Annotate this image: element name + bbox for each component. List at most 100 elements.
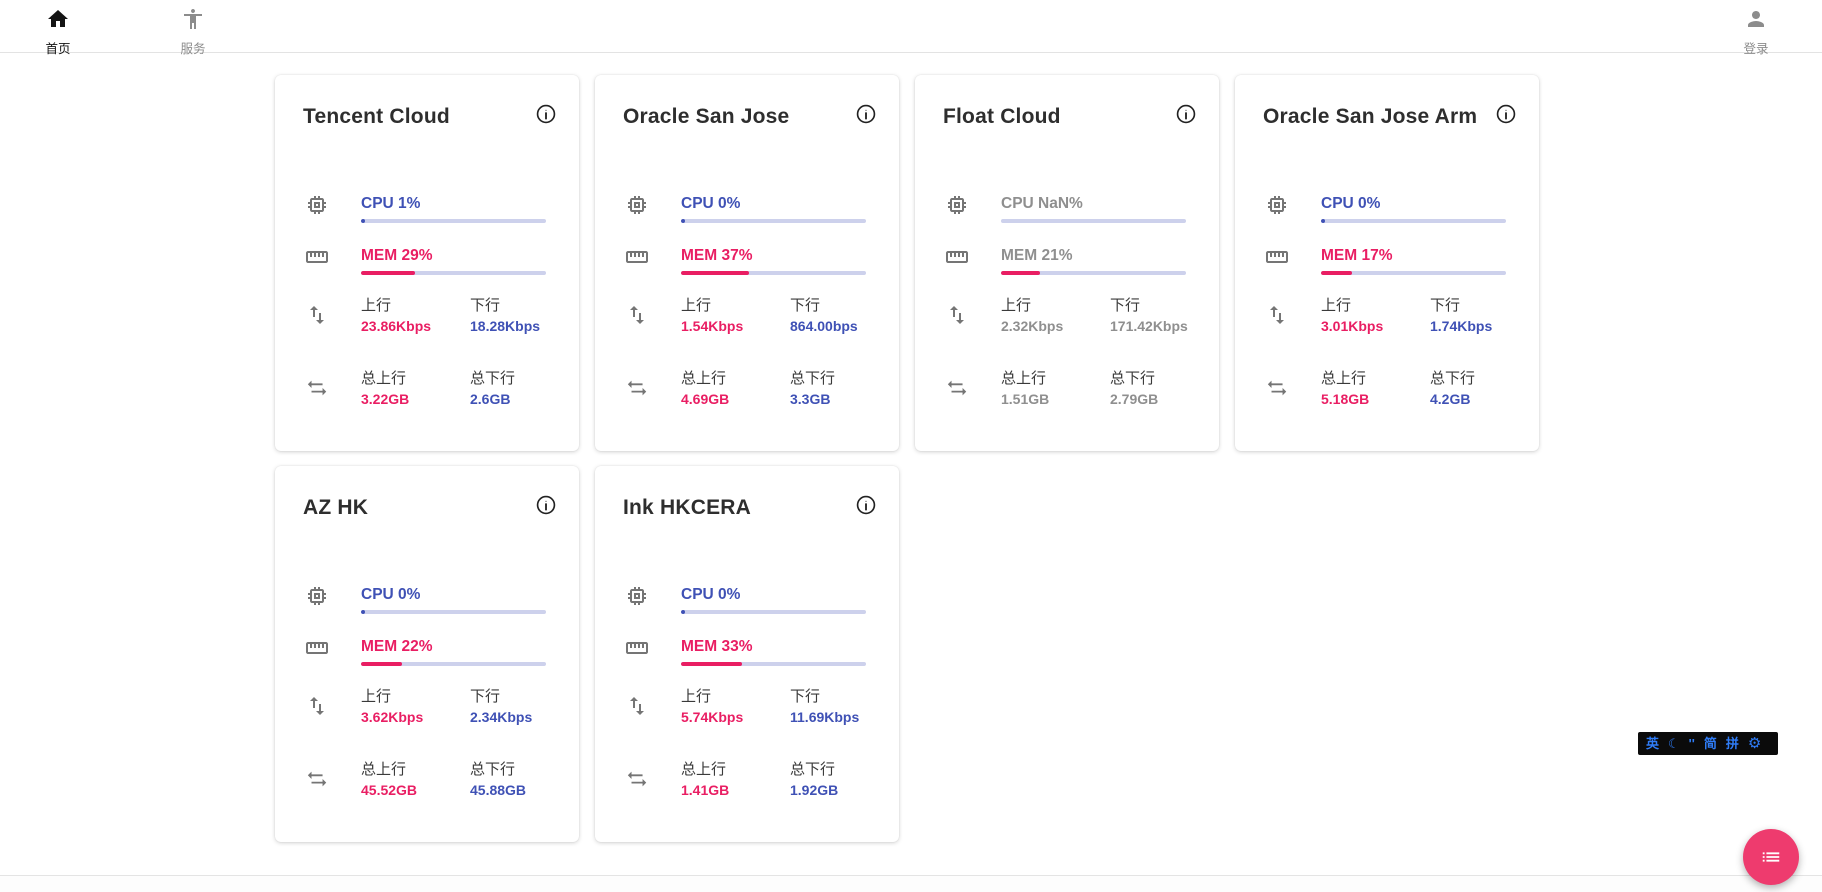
cpu-progress-bar [361,610,546,614]
network-total-row: 总上行 5.18GB 总下行 4.2GB [1265,368,1506,410]
cpu-row: CPU 0% [625,584,866,614]
swap-horizontal-icon [627,771,647,787]
ime-pinyin[interactable]: 拼 [1725,736,1739,751]
nav-item-login[interactable]: 登录 [1726,0,1786,56]
server-card: Oracle San Jose Arm CPU 0% M [1235,75,1539,451]
swap-vertical-icon [950,306,964,324]
swap-vertical-icon [310,697,324,715]
total-upload-value: 4.69GB [681,391,730,407]
download-label: 下行 [470,688,501,705]
server-name: AZ HK [303,496,369,519]
cpu-row: CPU 0% [1265,193,1506,223]
list-icon [1760,846,1782,868]
network-total-row: 总上行 4.69GB 总下行 3.3GB [625,368,866,410]
cpu-usage-text: CPU 0% [681,195,741,212]
server-name: Oracle San Jose Arm [1263,105,1478,128]
total-download-label: 总下行 [790,370,836,387]
mem-usage-text: MEM 37% [681,247,753,264]
ime-lang-en[interactable]: 英 [1646,736,1660,751]
download-value: 18.28Kbps [470,318,541,334]
info-icon[interactable] [1491,99,1521,129]
download-label: 下行 [790,688,821,705]
total-download-value: 3.3GB [790,391,831,407]
nav-item-home[interactable]: 首页 [28,0,88,56]
mem-usage-text: MEM 29% [361,247,433,264]
info-icon[interactable] [1171,99,1201,129]
download-value: 864.00bps [790,318,858,334]
cpu-row: CPU 0% [625,193,866,223]
cpu-usage-text: CPU 0% [361,586,421,603]
network-total-row: 总上行 1.51GB 总下行 2.79GB [945,368,1186,410]
download-label: 下行 [790,297,821,314]
info-icon[interactable] [851,99,881,129]
mem-progress-bar [1321,271,1506,275]
network-speed-row: 上行 2.32Kbps 下行 171.42Kbps [945,295,1188,337]
swap-horizontal-icon [307,771,327,787]
server-card: AZ HK CPU 0% MEM 22% [275,466,579,842]
server-card: Tencent Cloud CPU 1% MEM 29% [275,75,579,451]
ime-moon-icon[interactable]: ☾ [1668,736,1680,751]
cpu-row: CPU 1% [305,193,546,223]
swap-horizontal-icon [947,380,967,396]
cpu-chip-icon [308,196,326,214]
cpu-chip-icon [1268,196,1286,214]
mem-progress-bar [361,662,546,666]
footer-divider [0,875,1822,892]
total-download-value: 45.88GB [470,782,527,798]
upload-label: 上行 [361,297,392,314]
download-value: 171.42Kbps [1110,318,1188,334]
server-list-fab[interactable] [1743,829,1799,885]
mem-usage-text: MEM 22% [361,638,433,655]
accessibility-icon [181,7,205,36]
upload-label: 上行 [361,688,392,705]
server-name: Oracle San Jose [623,105,790,128]
total-upload-label: 总上行 [1001,370,1047,387]
cpu-usage-text: CPU 1% [361,195,421,212]
total-upload-label: 总上行 [361,761,407,778]
mem-progress-bar [361,271,546,275]
upload-label: 上行 [1001,297,1032,314]
cpu-progress-bar [1321,219,1506,223]
nav-login-label: 登录 [1743,42,1769,56]
cpu-usage-text: CPU NaN% [1001,195,1083,212]
nav-item-services[interactable]: 服务 [163,0,223,56]
cpu-usage-text: CPU 0% [1321,195,1381,212]
total-download-label: 总下行 [1430,370,1476,387]
cpu-chip-icon [308,587,326,605]
total-download-label: 总下行 [790,761,836,778]
mem-progress-bar [1001,271,1186,275]
server-card: Oracle San Jose CPU 0% MEM 3 [595,75,899,451]
swap-vertical-icon [310,306,324,324]
mem-row: MEM 17% [1265,245,1506,275]
total-upload-label: 总上行 [1321,370,1367,387]
network-speed-row: 上行 3.62Kbps 下行 2.34Kbps [305,686,546,728]
memory-ruler-icon [946,251,968,263]
swap-vertical-icon [1270,306,1284,324]
memory-ruler-icon [626,251,648,263]
upload-label: 上行 [681,688,712,705]
cpu-chip-icon [948,196,966,214]
info-icon[interactable] [531,99,561,129]
mem-row: MEM 22% [305,636,546,666]
cpu-row: CPU 0% [305,584,546,614]
person-icon [1744,7,1768,36]
ime-simplified[interactable]: 简 [1703,736,1717,751]
network-speed-row: 上行 1.54Kbps 下行 864.00bps [625,295,866,337]
info-icon[interactable] [531,490,561,520]
server-name: Ink HKCERA [623,496,752,519]
server-name: Float Cloud [943,105,1061,128]
swap-vertical-icon [630,306,644,324]
cpu-chip-icon [628,587,646,605]
info-icon[interactable] [851,490,881,520]
mem-row: MEM 37% [625,245,866,275]
cpu-chip-icon [628,196,646,214]
ime-gear-icon[interactable]: ⚙ [1747,735,1762,752]
memory-ruler-icon [626,642,648,654]
cpu-row: CPU NaN% [945,193,1186,223]
network-total-row: 总上行 3.22GB 总下行 2.6GB [305,368,546,410]
cpu-progress-bar [361,219,546,223]
total-upload-value: 45.52GB [361,782,418,798]
ime-punctuation-icon[interactable]: '' [1688,736,1695,751]
download-label: 下行 [470,297,501,314]
network-speed-row: 上行 3.01Kbps 下行 1.74Kbps [1265,295,1506,337]
